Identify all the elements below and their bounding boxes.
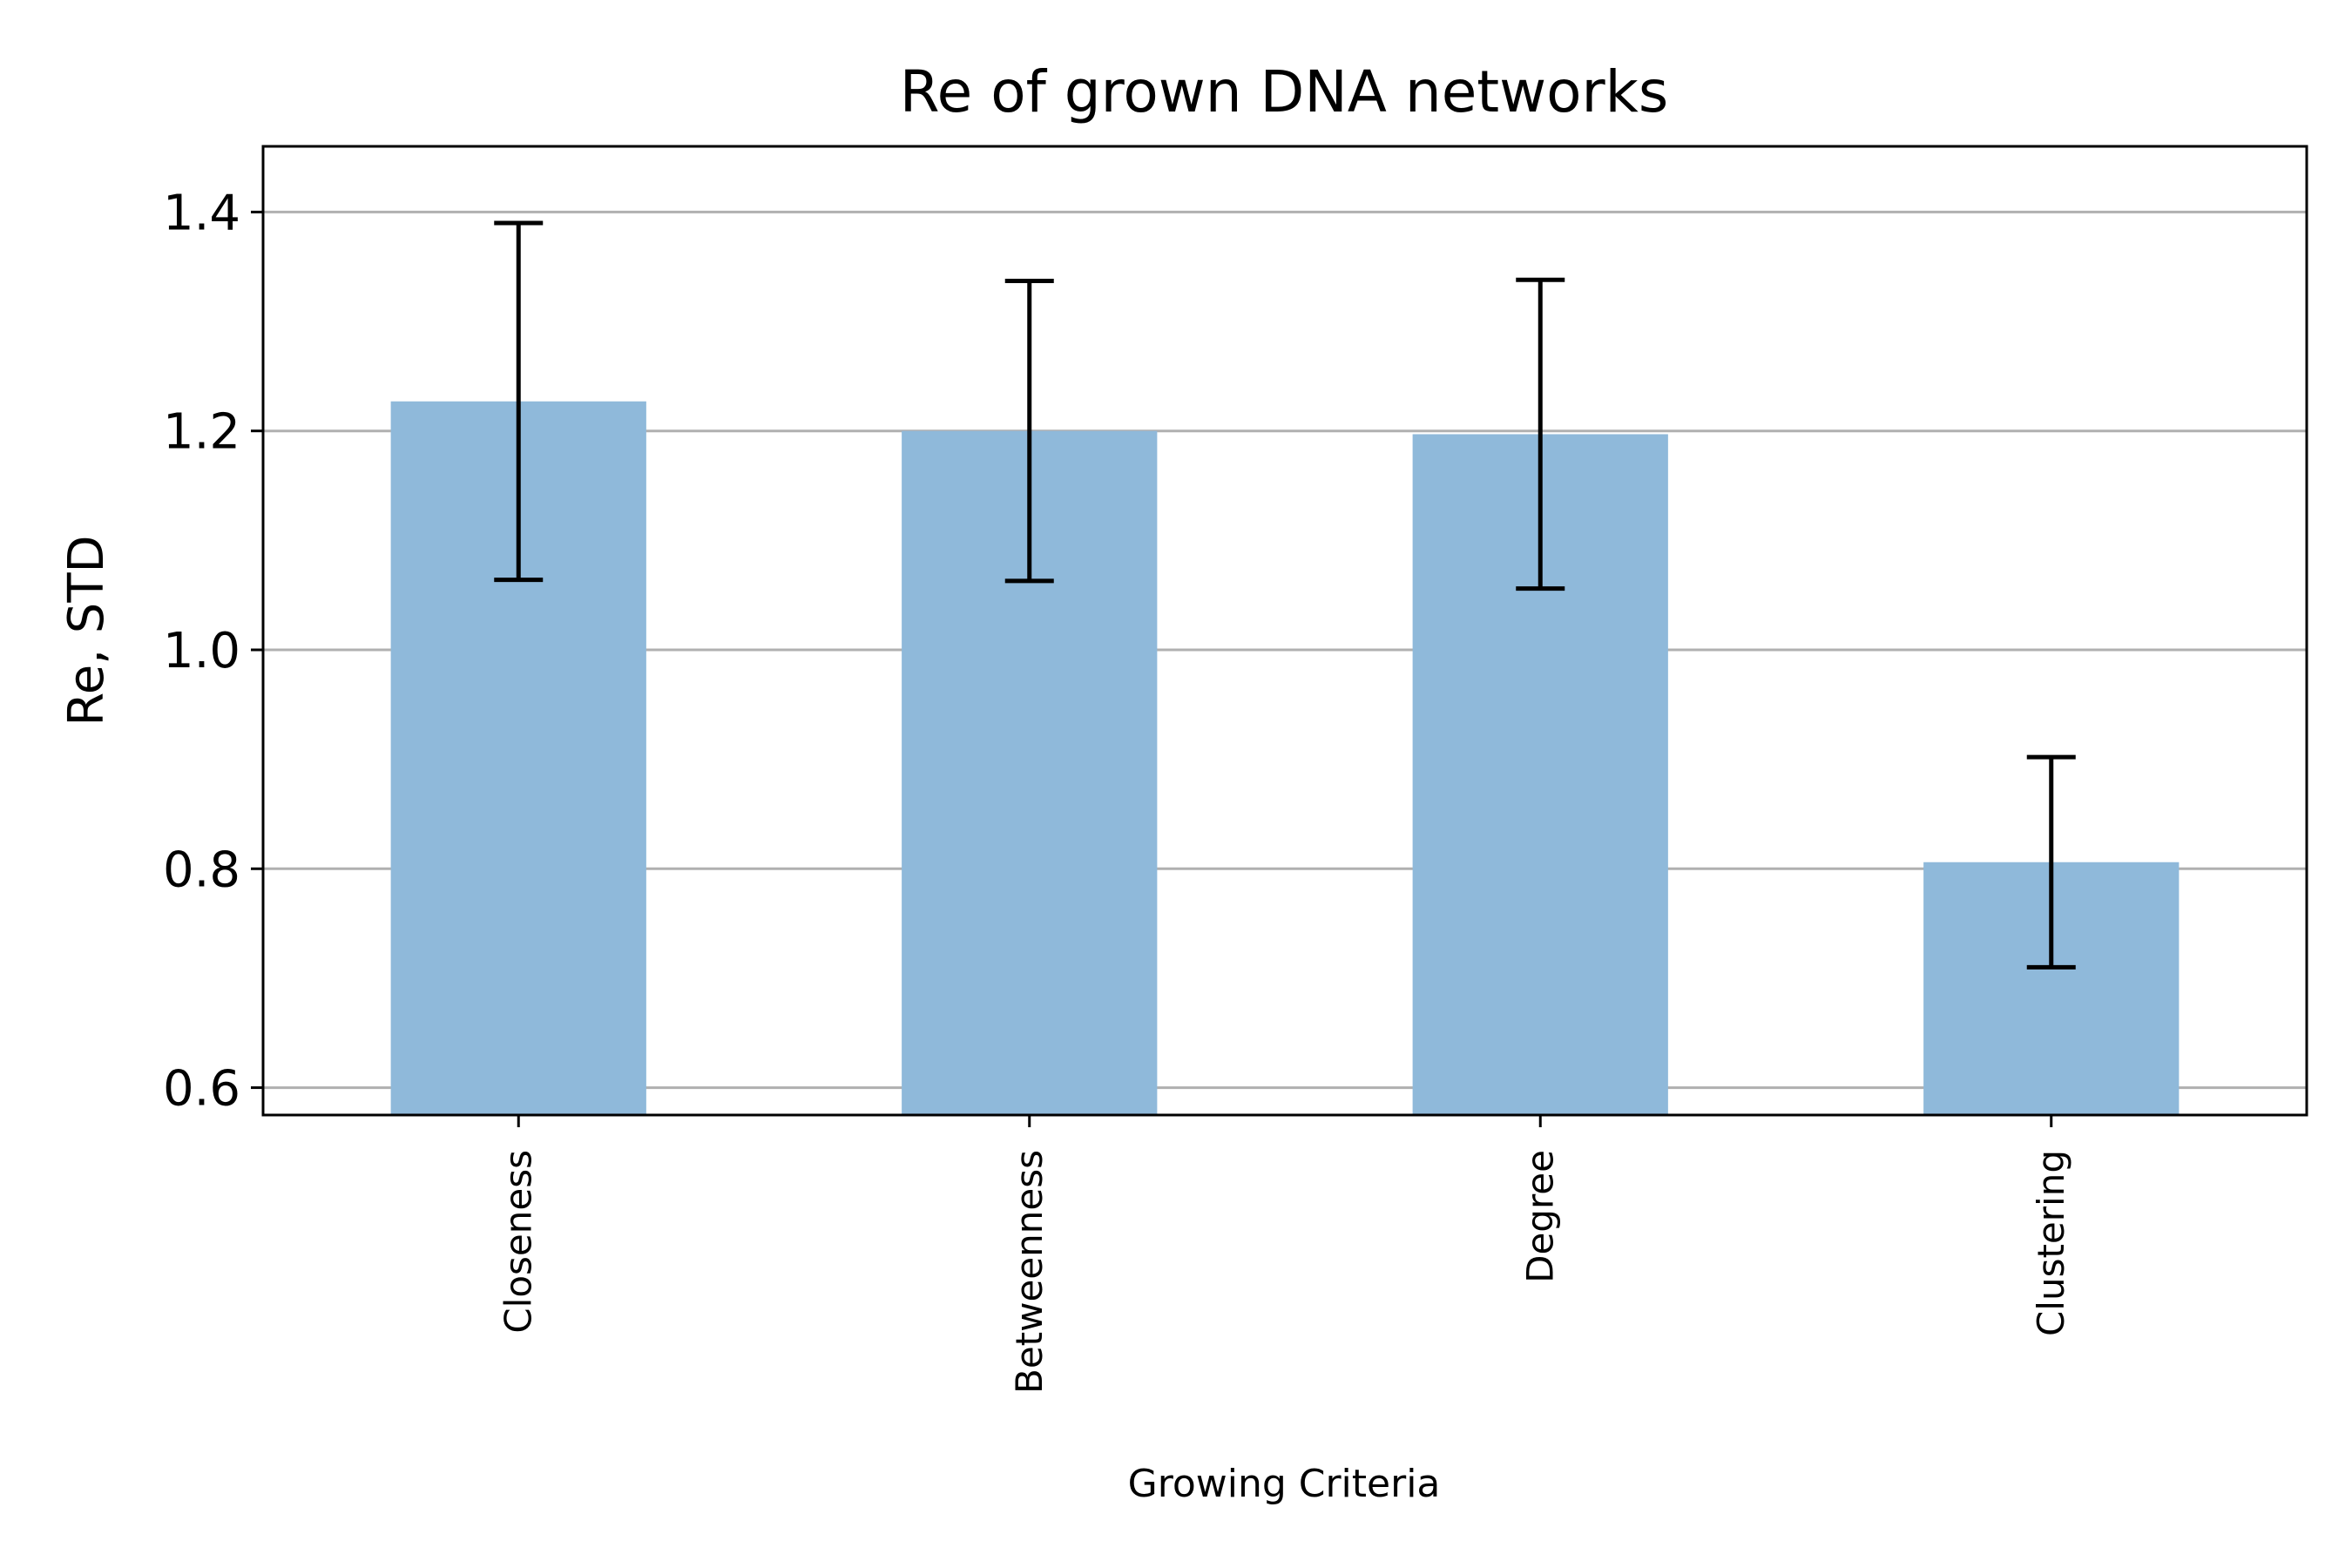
x-axis-ticks: Closeness Betweenness Degree Clustering [497,1115,2072,1394]
error-bar-layer [494,220,2076,970]
y-tick-label: 1.2 [163,404,240,461]
y-tick-label: 1.4 [163,185,240,241]
y-tick-label: 0.6 [163,1061,240,1118]
x-tick-label: Degree [1518,1150,1561,1283]
x-axis-label: Growing Criteria [1128,1462,1441,1506]
x-tick-label: Betweenness [1008,1150,1051,1394]
x-tick-label: Closeness [497,1150,539,1334]
y-tick-label: 1.0 [163,623,240,679]
y-axis-label: Re, STD [58,535,115,726]
y-tick-label: 0.8 [163,841,240,898]
plot-frame [261,145,2308,1117]
y-axis-ticks: 0.6 0.8 1.0 1.2 1.4 [163,185,263,1118]
x-tick-label: Clustering [2030,1150,2072,1336]
chart-title: Re of grown DNA networks [900,58,1669,125]
bar-layer [390,401,2180,1116]
